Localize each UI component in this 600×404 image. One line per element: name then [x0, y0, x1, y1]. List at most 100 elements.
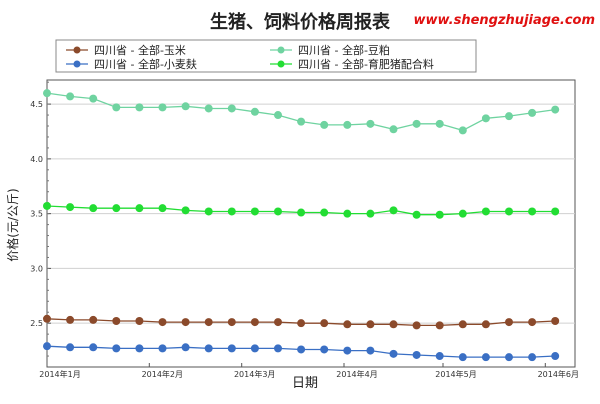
data-point [181, 318, 190, 327]
data-point [551, 316, 560, 325]
data-point [320, 120, 329, 129]
data-point [481, 114, 490, 123]
data-point [227, 318, 236, 327]
data-point [89, 204, 98, 213]
data-point [435, 119, 444, 128]
data-point [343, 209, 352, 218]
data-point [66, 203, 75, 212]
data-point [435, 352, 444, 361]
legend-label: 四川省 - 全部-小麦麸 [94, 57, 197, 71]
data-point [389, 125, 398, 134]
data-point [505, 318, 513, 327]
data-point [227, 104, 236, 113]
data-point [458, 209, 467, 218]
data-point [43, 201, 51, 210]
data-point [343, 120, 352, 129]
data-point [320, 208, 329, 217]
grid [47, 103, 575, 324]
legend-marker [73, 60, 81, 68]
legend-marker [277, 60, 285, 68]
data-point [66, 315, 75, 324]
data-point [343, 346, 352, 355]
data-point [297, 117, 306, 126]
data-point [389, 206, 398, 215]
data-point [43, 342, 51, 351]
data-point [412, 321, 421, 330]
data-point [458, 320, 467, 329]
data-point [43, 314, 51, 323]
x-ticks: 2014年1月 2014年2月 2014年3月 2014年4月 2014年5月 2014年… [39, 363, 579, 379]
x-axis-label: 日期 [292, 376, 318, 391]
x-tick-label: 2014年4月 [336, 369, 377, 379]
y-tick-label: 4.0 [30, 155, 43, 164]
data-point [135, 103, 144, 112]
data-point [227, 207, 236, 216]
y-tick-label: 2.5 [30, 319, 43, 328]
legend-box [55, 39, 477, 73]
watermark-url: www.shengzhujiage.com [413, 13, 595, 28]
data-point [158, 103, 167, 112]
data-point [528, 318, 537, 327]
data-point [528, 353, 537, 362]
data-point [551, 105, 560, 114]
data-point [435, 210, 444, 219]
series-3 [43, 201, 560, 219]
x-tick-label: 2014年2月 [142, 369, 183, 379]
data-point [528, 207, 537, 216]
data-point [112, 344, 121, 353]
data-point [481, 207, 490, 216]
y-tick-label: 3.0 [30, 264, 43, 273]
data-point [250, 318, 259, 327]
series-1 [43, 89, 560, 135]
data-point [204, 104, 213, 113]
x-tick-label: 2014年1月 [39, 369, 80, 379]
data-point [274, 111, 282, 120]
data-point [366, 346, 375, 355]
data-point [227, 344, 236, 353]
data-point [66, 343, 75, 352]
legend-label: 四川省 - 全部-育肥猪配合料 [298, 57, 434, 71]
data-point [412, 210, 421, 219]
data-point [204, 318, 213, 327]
data-point [412, 350, 421, 359]
y-tick-label: 3.5 [30, 210, 43, 219]
data-point [505, 353, 513, 362]
data-point [366, 209, 375, 218]
data-point [320, 319, 329, 328]
x-tick-label: 2014年6月 [538, 369, 579, 379]
data-point [135, 344, 144, 353]
x-tick-label: 2014年5月 [435, 369, 476, 379]
data-point [505, 207, 513, 216]
data-point [297, 319, 306, 328]
series-group [43, 89, 560, 362]
plot-area [46, 79, 576, 368]
data-point [343, 320, 352, 329]
data-point [112, 316, 121, 325]
data-point [366, 119, 375, 128]
data-point [297, 345, 306, 354]
data-point [458, 353, 467, 362]
data-point [435, 321, 444, 330]
legend-label: 四川省 - 全部-玉米 [94, 43, 186, 57]
series-2 [43, 342, 560, 362]
data-point [250, 107, 259, 116]
data-point [204, 344, 213, 353]
data-point [297, 208, 306, 217]
data-point [250, 344, 259, 353]
data-point [112, 103, 121, 112]
data-point [204, 207, 213, 216]
data-point [158, 318, 167, 327]
data-point [66, 92, 75, 101]
data-point [412, 119, 421, 128]
data-point [135, 204, 144, 213]
legend-marker [277, 46, 285, 54]
data-point [458, 126, 467, 135]
data-point [43, 89, 51, 98]
series-0 [43, 314, 560, 330]
data-point [135, 316, 144, 325]
data-point [89, 94, 98, 103]
data-point [481, 353, 490, 362]
